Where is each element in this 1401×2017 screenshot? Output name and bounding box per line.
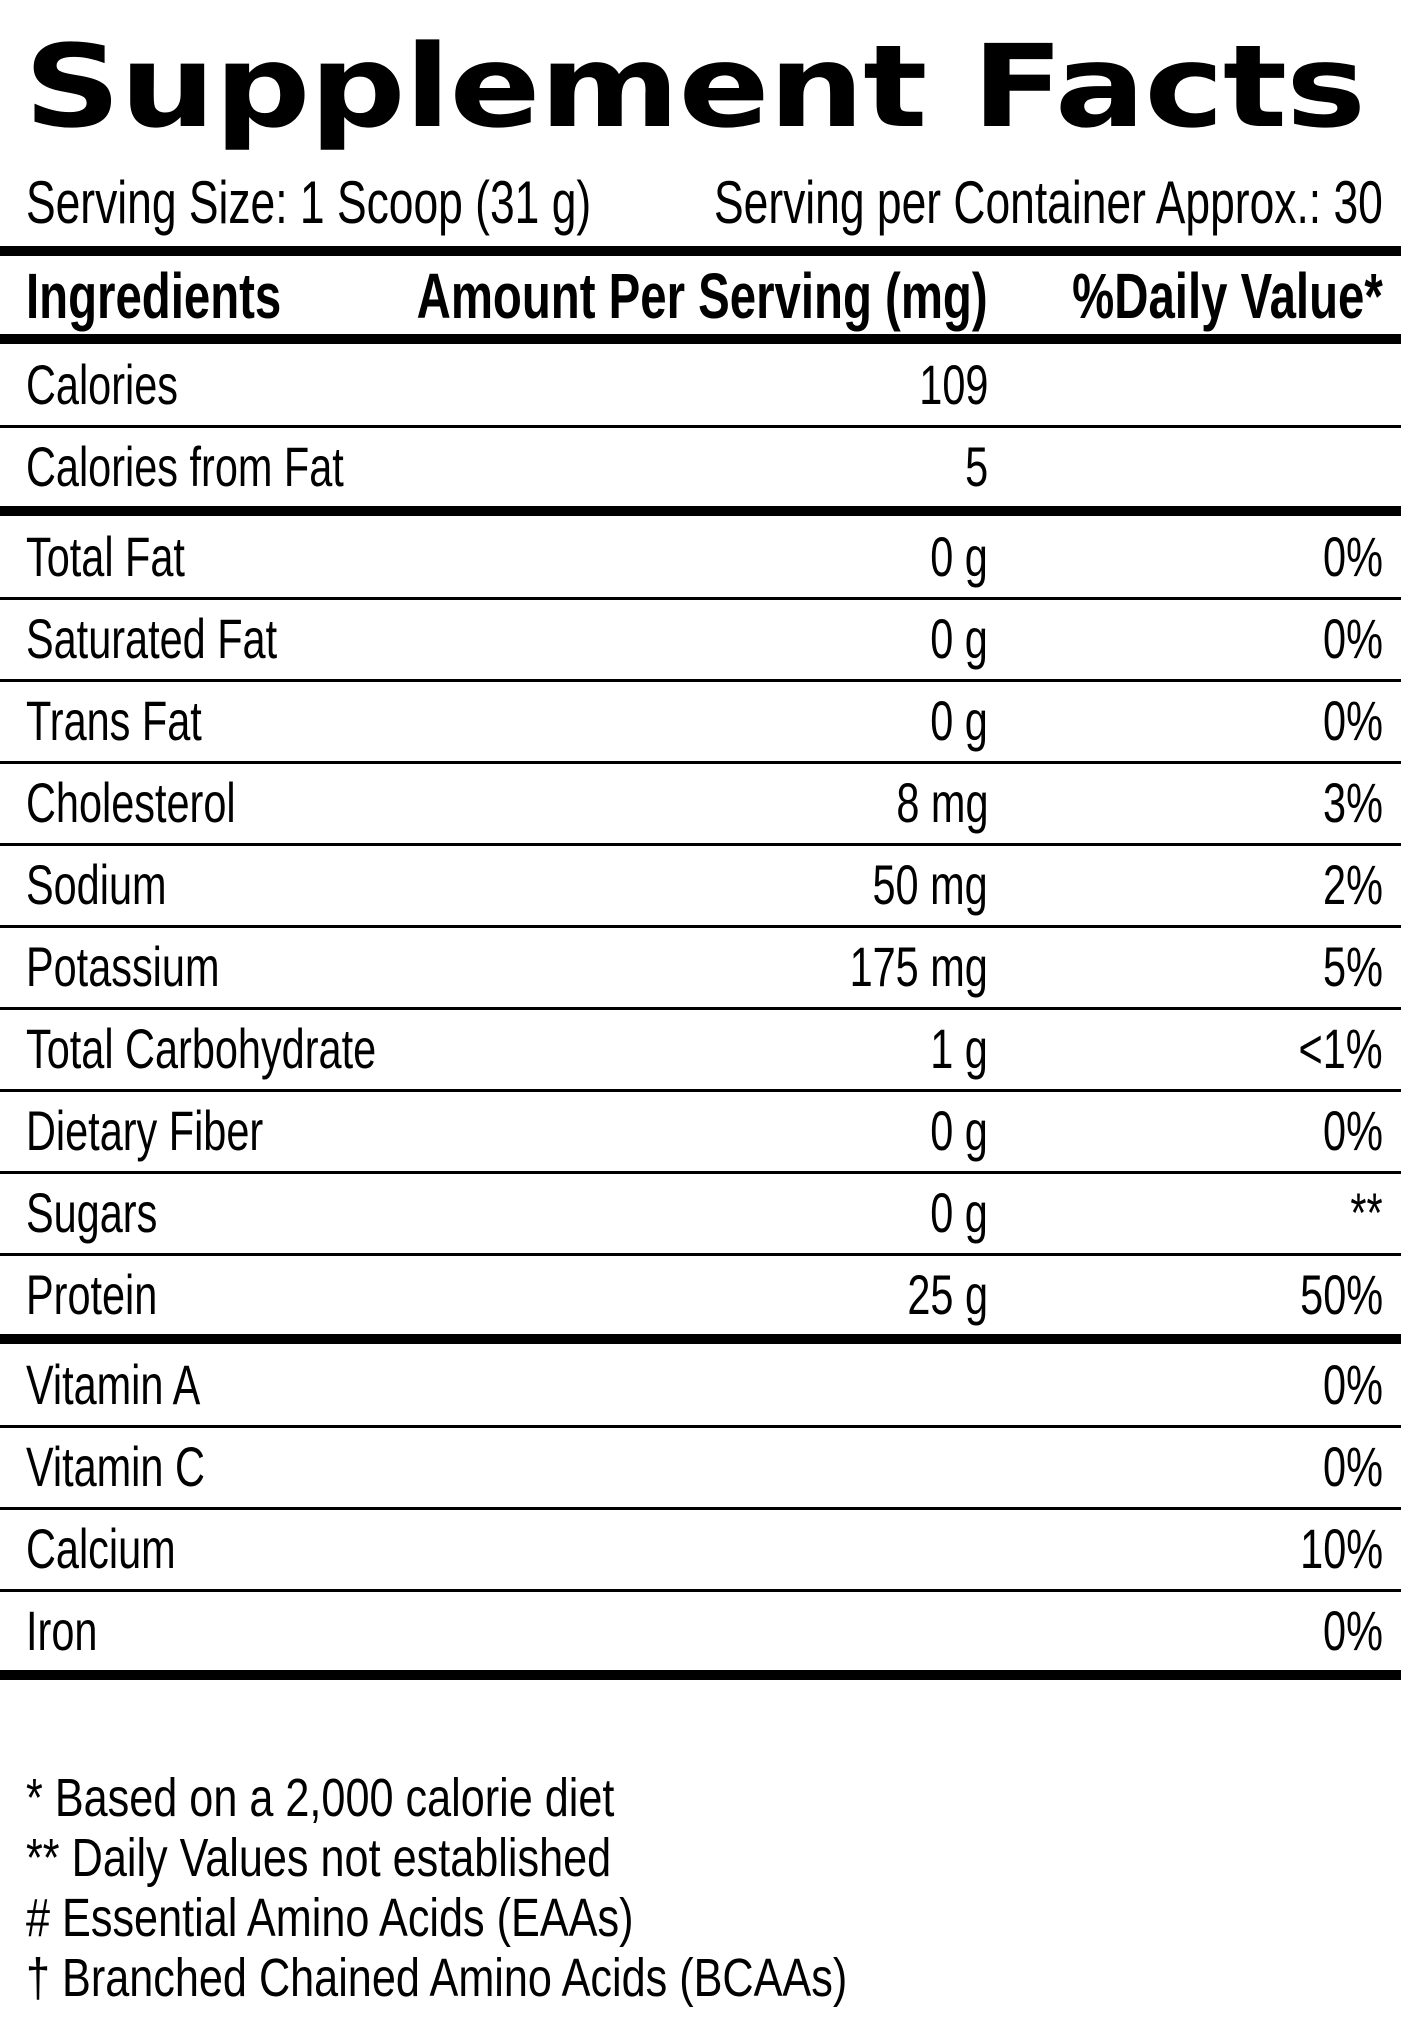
divider-thick-top [0,246,1401,256]
nutrient-daily-value: 0% [1323,607,1383,670]
servings-per-container: Serving per Container Approx.: 30 [714,169,1383,236]
divider-thin [0,679,1401,682]
footnote-eaa: # Essential Amino Acids (EAAs) [26,1888,634,1948]
nutrient-daily-value: 10% [1300,1517,1383,1580]
nutrient-row: Cholesterol 8 mg 3% [0,762,1401,844]
nutrient-row: Calories from Fat 5 [0,426,1401,508]
divider-thin [0,425,1401,428]
nutrient-amount: 0 g [930,1181,988,1244]
nutrient-name: Calories [26,353,179,416]
divider-thin [0,1589,1401,1592]
nutrient-daily-value: 0% [1323,1099,1383,1162]
nutrient-daily-value: ** [1350,1181,1383,1244]
divider-thin [0,597,1401,600]
nutrient-daily-value: 3% [1323,771,1383,834]
nutrient-amount: 175 mg [849,935,988,998]
divider-thin [0,1425,1401,1428]
serving-info: Serving Size: 1 Scoop (31 g) Serving per… [0,168,1401,238]
nutrient-name: Vitamin C [26,1435,205,1498]
divider-thick-header [0,334,1401,344]
divider-thin [0,1253,1401,1256]
footnote-not-established: ** Daily Values not established [26,1828,612,1888]
divider-thick [0,1334,1401,1344]
nutrient-row: Protein 25 g 50% [0,1254,1401,1336]
serving-size: Serving Size: 1 Scoop (31 g) [26,169,592,236]
divider-thin [0,1171,1401,1174]
nutrient-daily-value: 0% [1323,1599,1383,1662]
footnote-bcaa: † Branched Chained Amino Acids (BCAAs) [26,1948,848,2008]
nutrient-row: Saturated Fat 0 g 0% [0,598,1401,680]
nutrient-daily-value: <1% [1298,1017,1383,1080]
header-daily-value: %Daily Value* [1072,260,1383,332]
divider-thin [0,1507,1401,1510]
nutrient-row: Iron 0% [0,1590,1401,1672]
nutrient-amount: 0 g [930,689,988,752]
nutrient-row: Vitamin C 0% [0,1426,1401,1508]
nutrient-amount: 50 mg [872,853,988,916]
nutrient-row: Dietary Fiber 0 g 0% [0,1090,1401,1172]
nutrient-name: Calcium [26,1517,176,1580]
nutrient-daily-value: 2% [1323,853,1383,916]
nutrient-name: Dietary Fiber [26,1099,264,1162]
nutrient-daily-value: 0% [1323,1435,1383,1498]
nutrient-daily-value: 0% [1323,1353,1383,1416]
nutrient-name: Sugars [26,1181,158,1244]
divider-thick [0,506,1401,516]
nutrient-name: Potassium [26,935,220,998]
nutrient-daily-value: 0% [1323,525,1383,588]
nutrient-name: Vitamin A [26,1353,201,1416]
footnotes: * Based on a 2,000 calorie diet ** Daily… [26,1768,1386,2008]
divider-thin [0,1007,1401,1010]
header-amount: Amount Per Serving (mg) [416,260,988,332]
nutrient-row: Calcium 10% [0,1508,1401,1590]
header-ingredients: Ingredients [26,260,282,332]
nutrient-row: Potassium 175 mg 5% [0,926,1401,1008]
divider-thin [0,1089,1401,1092]
nutrient-daily-value: 0% [1323,689,1383,752]
nutrient-name: Trans Fat [26,689,202,752]
nutrient-row: Calories 109 [0,344,1401,426]
nutrient-row: Vitamin A 0% [0,1344,1401,1426]
label-title: Supplement Facts [24,20,1366,153]
divider-thin [0,843,1401,846]
nutrient-amount: 109 [918,353,988,416]
nutrient-amount: 25 g [907,1263,988,1326]
nutrient-amount: 0 g [930,525,988,588]
nutrient-row: Sodium 50 mg 2% [0,844,1401,926]
nutrient-name: Saturated Fat [26,607,278,670]
divider-thin [0,761,1401,764]
nutrient-daily-value: 5% [1323,935,1383,998]
nutrient-name: Total Fat [26,525,185,588]
nutrient-row: Total Fat 0 g 0% [0,516,1401,598]
table-header: Ingredients Amount Per Serving (mg) %Dai… [0,258,1401,334]
nutrient-name: Calories from Fat [26,435,344,498]
nutrient-name: Sodium [26,853,167,916]
nutrient-row: Sugars 0 g ** [0,1172,1401,1254]
nutrient-row: Total Carbohydrate 1 g <1% [0,1008,1401,1090]
nutrient-name: Cholesterol [26,771,236,834]
divider-thin [0,925,1401,928]
nutrient-name: Iron [26,1599,98,1662]
nutrient-row: Trans Fat 0 g 0% [0,680,1401,762]
nutrient-name: Total Carbohydrate [26,1017,377,1080]
nutrient-amount: 1 g [930,1017,988,1080]
nutrient-daily-value: 50% [1300,1263,1383,1326]
divider-thick [0,1670,1401,1680]
nutrient-amount: 8 mg [895,771,988,834]
nutrient-amount: 5 [964,435,988,498]
nutrient-name: Protein [26,1263,158,1326]
nutrient-amount: 0 g [930,1099,988,1162]
footnote-daily-value: * Based on a 2,000 calorie diet [26,1768,615,1828]
nutrient-amount: 0 g [930,607,988,670]
